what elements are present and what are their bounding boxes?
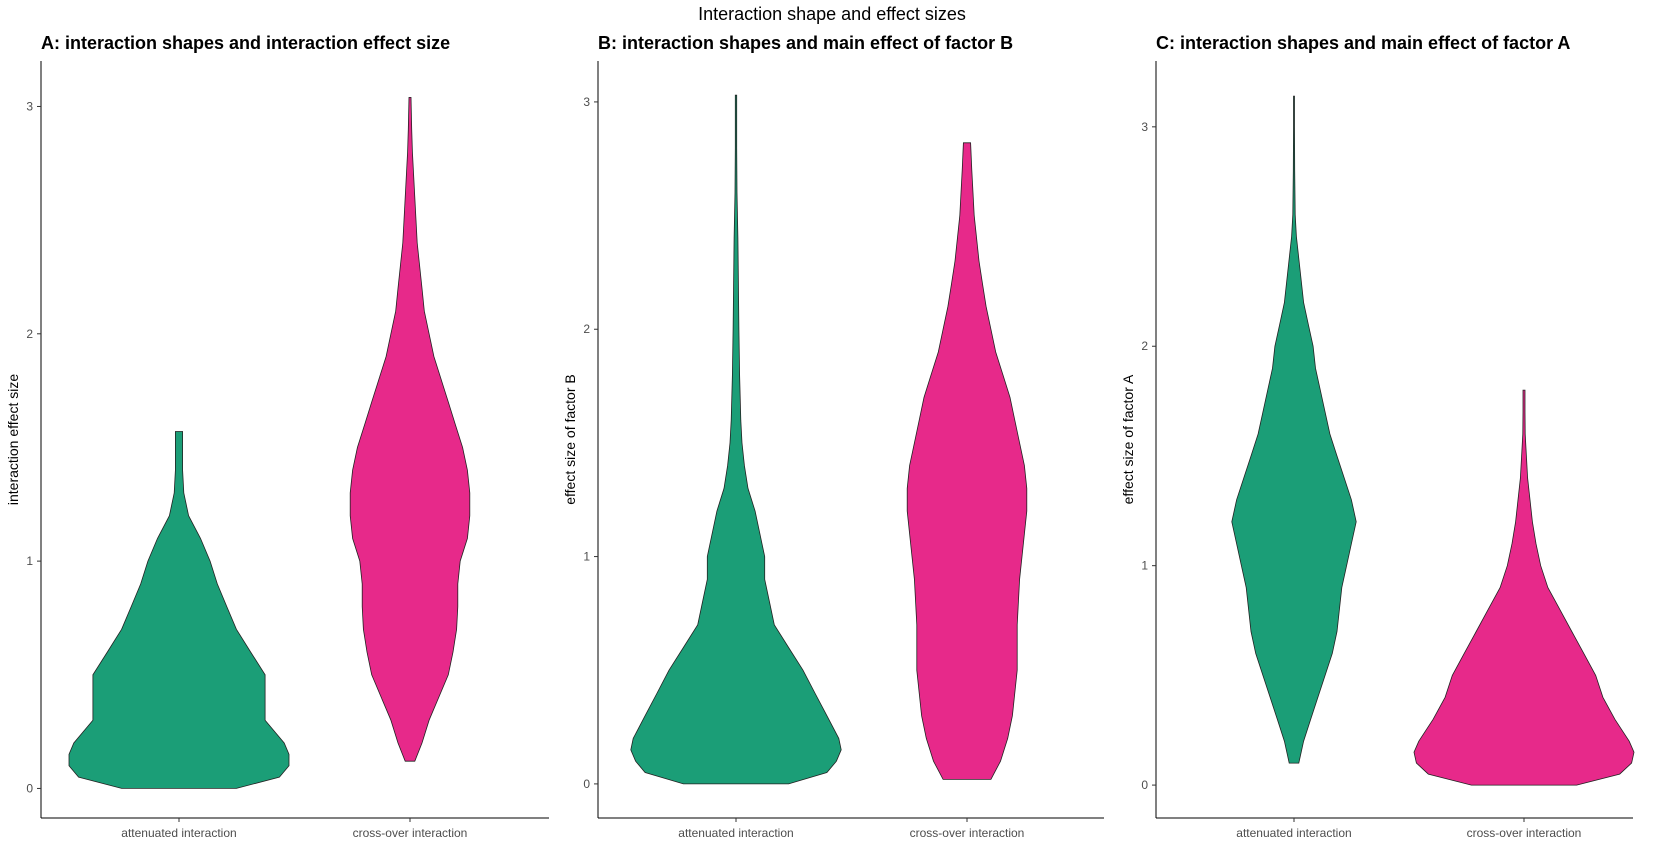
y-tick-label: 1: [1141, 559, 1148, 573]
y-axis-label: effect size of factor B: [562, 374, 578, 504]
x-tick-label: attenuated interaction: [1236, 826, 1351, 840]
panel-a: A: interaction shapes and interaction ef…: [5, 33, 549, 840]
y-tick-label: 0: [26, 781, 33, 795]
panel-title: B: interaction shapes and main effect of…: [598, 33, 1013, 53]
panel-b: B: interaction shapes and main effect of…: [562, 33, 1104, 840]
x-tick-label: cross-over interaction: [353, 826, 468, 840]
violin-crossover: [349, 97, 471, 762]
violin-attenuated: [630, 94, 842, 785]
y-axis-label: interaction effect size: [5, 374, 21, 505]
y-tick-label: 3: [1141, 120, 1148, 134]
x-tick-label: attenuated interaction: [678, 826, 793, 840]
violin-attenuated: [68, 431, 290, 789]
y-tick-label: 3: [583, 95, 590, 109]
x-tick-label: cross-over interaction: [1467, 826, 1582, 840]
y-axis-label: effect size of factor A: [1120, 374, 1136, 504]
panels: A: interaction shapes and interaction ef…: [5, 33, 1635, 840]
y-tick-label: 2: [26, 327, 33, 341]
violin-crossover: [1413, 389, 1635, 786]
y-tick-label: 3: [26, 99, 33, 113]
y-tick-label: 0: [1141, 778, 1148, 792]
figure-title: Interaction shape and effect sizes: [698, 4, 966, 24]
y-tick-label: 1: [583, 550, 590, 564]
x-tick-label: cross-over interaction: [910, 826, 1025, 840]
y-tick-label: 2: [1141, 339, 1148, 353]
x-tick-label: attenuated interaction: [121, 826, 236, 840]
violin-attenuated: [1231, 95, 1357, 764]
panel-c: C: interaction shapes and main effect of…: [1120, 33, 1635, 840]
y-tick-label: 0: [583, 777, 590, 791]
y-tick-label: 2: [583, 322, 590, 336]
panel-title: C: interaction shapes and main effect of…: [1156, 33, 1570, 53]
panel-title: A: interaction shapes and interaction ef…: [41, 33, 450, 53]
violin-crossover: [906, 142, 1028, 780]
y-tick-label: 1: [26, 554, 33, 568]
